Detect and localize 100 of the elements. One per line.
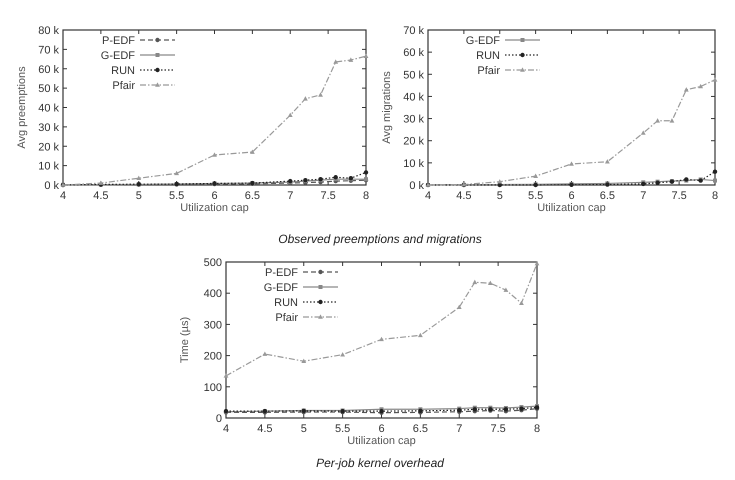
point [212,152,217,157]
y-axis-title: Avg migrations [381,70,393,144]
x-tick-label: 7.5 [490,423,506,435]
x-tick-label: 5.5 [168,190,184,202]
x-tick-label: 4 [222,423,230,435]
point [604,159,610,164]
x-tick-label: 5.5 [334,423,350,435]
y-axis-title: Avg preemptions [16,66,28,149]
x-tick-label: 8 [362,190,370,202]
y-tick-label: 40 k [38,102,60,114]
y-tick-label: 30 k [38,122,60,134]
point [504,287,508,292]
point [301,358,306,364]
x-tick-label: 7.5 [671,190,687,202]
x-tick-label: 4.5 [456,190,472,202]
point [333,59,338,64]
point [456,304,462,310]
y-tick-label: 20 k [403,136,424,148]
legend-label: RUN [111,65,136,77]
point [712,77,718,82]
x-tick-label: 6 [568,190,575,202]
y-tick-label: 60 k [38,64,60,76]
point [713,178,717,183]
x-tick-label: 8 [712,190,718,202]
y-tick-label: 40 k [403,91,424,104]
point [569,161,574,166]
text: Observed preemptions and migrations [278,232,482,246]
y-tick-label: 200 [204,350,222,363]
x-axis-title: Utilization cap [537,202,606,214]
x-tick-label: 4 [424,190,432,202]
y-tick-label: 300 [204,319,222,332]
y-tick-label: 50 k [403,69,424,82]
legend-label: RUN [476,50,500,62]
x-tick-label: 5.5 [528,190,544,202]
legend-label: RUN [274,297,298,309]
point [174,170,180,176]
y-tick-label: 60 k [403,47,424,60]
x-tick-label: 4 [60,190,66,202]
x-tick-label: 6.5 [244,190,260,202]
y-tick-label: 0 k [409,180,424,192]
x-tick-label: 7.5 [320,190,336,202]
legend-label: G-EDF [264,282,298,294]
point [655,118,660,123]
y-tick-label: 70 k [38,44,60,56]
point [364,54,368,58]
y-tick-label: 0 k [44,180,60,192]
point [670,118,674,123]
point [364,170,368,175]
point [224,373,228,378]
x-tick-label: 4.5 [93,190,109,202]
x-tick-label: 8 [534,423,540,435]
text: Per-job kernel overhead [316,456,444,470]
x-tick-label: 6 [378,423,385,435]
point [303,96,308,101]
x-tick-label: 7 [287,190,294,202]
point [418,332,423,338]
y-tick-label: 10 k [38,160,60,173]
x-tick-label: 5 [136,190,142,202]
x-tick-label: 6.5 [412,423,428,435]
x-tick-label: 5 [496,190,503,202]
y-tick-label: 0 [216,413,222,425]
legend-label: Pfair [477,65,500,77]
point [379,336,384,342]
point [348,57,354,62]
y-tick-label: 80 k [38,25,60,37]
y-axis-title: Time (µs) [179,316,191,364]
x-tick-label: 5 [300,423,307,435]
point [698,84,704,88]
y-tick-label: 10 k [403,158,424,170]
point [488,280,493,286]
x-axis-title: Utilization cap [347,435,416,447]
y-tick-label: 20 k [38,141,60,154]
legend-label: P-EDF [102,35,136,47]
y-tick-label: 30 k [403,114,424,126]
point [136,176,142,180]
point [519,300,524,305]
legend-label: Pfair [112,80,136,92]
point [250,149,255,154]
point [533,174,538,178]
x-tick-label: 7 [640,190,646,202]
point [712,170,718,174]
point [318,92,323,97]
point [640,130,646,135]
x-tick-label: 4.5 [257,423,273,435]
x-axis-title: Utilization cap [180,202,249,214]
point [340,352,346,356]
point [262,351,268,356]
point [472,280,478,284]
legend-label: Pfair [275,312,298,324]
y-tick-label: 70 k [403,25,424,37]
y-tick-label: 100 [204,382,222,394]
x-tick-label: 6 [211,190,218,202]
legend-label: P-EDF [265,267,298,279]
y-tick-label: 400 [204,288,222,300]
x-tick-label: 6.5 [600,190,616,202]
y-tick-label: 500 [204,257,222,269]
point [684,87,689,92]
x-tick-label: 7 [456,423,462,435]
legend-label: G-EDF [466,35,500,47]
y-tick-label: 50 k [38,83,60,96]
